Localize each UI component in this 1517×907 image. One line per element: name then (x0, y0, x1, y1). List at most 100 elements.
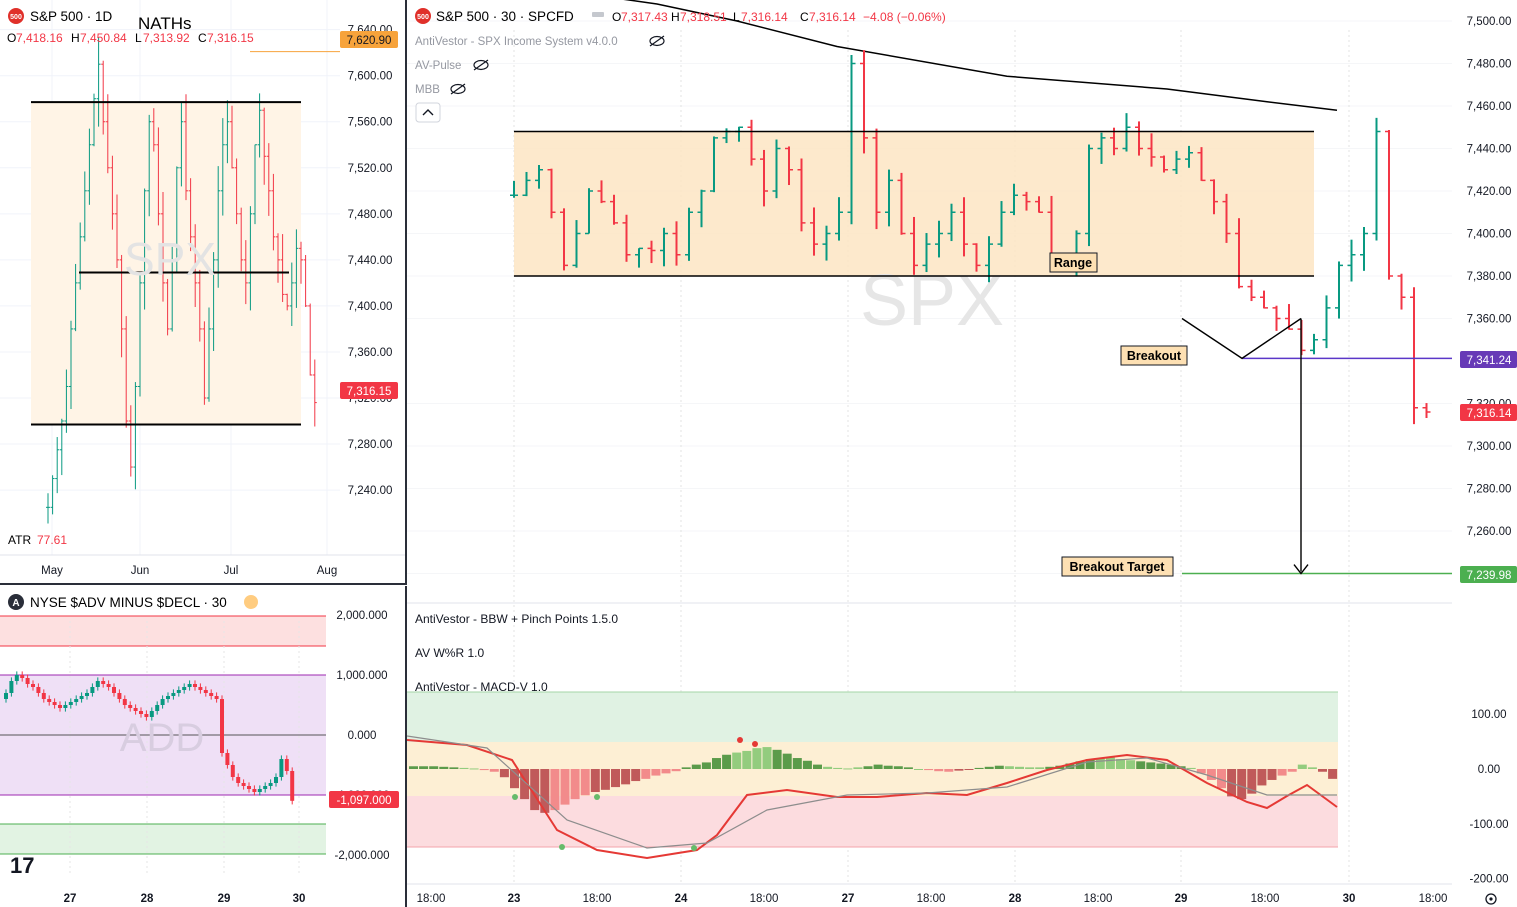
indicator-bbw[interactable]: AntiVestor - BBW + Pinch Points 1.5.0 (415, 612, 618, 626)
intraday-candle (835, 197, 843, 241)
macd-histogram-bar (570, 769, 580, 800)
macd-histogram-bar (590, 769, 600, 793)
ohlc-c-label: C (800, 10, 809, 24)
adv-candle (74, 695, 79, 706)
adv-candle (176, 686, 181, 697)
adv-decl-svg[interactable]: ADD 2,000.0001,000.0000.000-1,000.000-2,… (0, 586, 405, 907)
range-label-box (1049, 252, 1098, 273)
intraday-candle (1422, 403, 1431, 418)
adv-candle (47, 695, 52, 706)
adv-candle (257, 785, 262, 796)
daily-candle (248, 206, 253, 311)
tradingview-logo-icon[interactable]: 17 (10, 853, 34, 878)
chart-title[interactable]: S&P 500 · 30 · SPCFD (436, 9, 574, 24)
daily-candle (257, 93, 262, 158)
intraday-candle (910, 216, 918, 275)
price-badge-target (1460, 566, 1517, 583)
indicator-spx-income[interactable]: AntiVestor - SPX Income System v4.0.0 (415, 36, 618, 48)
macd-histogram-bar (1065, 763, 1075, 769)
adv-candle (274, 773, 278, 787)
x-tick-label: 27 (842, 893, 855, 905)
indicator-av-pulse[interactable]: AV-Pulse (415, 60, 461, 72)
adv-candle (31, 680, 35, 691)
x-tick-label: 27 (64, 893, 77, 905)
daily-candle (234, 158, 239, 225)
macd-histogram-bar (813, 764, 822, 769)
pinch-point-dot (737, 737, 743, 743)
intraday-chart-pane[interactable]: SPX 7,240.007,260.007,280.007,300.007,32… (407, 0, 1517, 907)
intraday-chart-svg[interactable]: SPX 7,240.007,260.007,280.007,300.007,32… (407, 0, 1517, 907)
daily-candle (50, 475, 55, 515)
intraday-candle (810, 207, 818, 256)
adv-candle (139, 707, 143, 718)
x-tick-label: 18:00 (417, 893, 446, 905)
x-tick-label: 18:00 (1251, 893, 1280, 905)
intraday-candle (897, 172, 906, 235)
daily-candle (151, 108, 156, 152)
macd-histogram-bar (1237, 769, 1247, 800)
eye-off-icon[interactable] (649, 35, 665, 47)
settings-gear-icon[interactable] (1485, 893, 1497, 905)
daily-chart-svg[interactable]: SPX 7,240.007,280.007,320.007,360.007,40… (0, 0, 405, 583)
macd-histogram-bar (530, 769, 540, 811)
x-tick-label: 18:00 (750, 893, 779, 905)
eye-off-icon[interactable] (473, 59, 489, 71)
intraday-candle (560, 208, 568, 271)
macd-zone-upper (407, 692, 1338, 742)
macd-histogram-bar (1297, 764, 1307, 769)
eye-off-icon[interactable] (450, 83, 466, 95)
daily-candle (82, 171, 87, 242)
daily-candle (179, 102, 184, 187)
macd-histogram-bar (409, 766, 418, 769)
macd-histogram-bar (1206, 769, 1216, 780)
indicator-wr[interactable]: AV W%R 1.0 (415, 646, 484, 660)
daily-candle (207, 307, 211, 402)
daily-candle (78, 222, 83, 290)
breakout-pattern-line (1181, 317, 1302, 360)
adv-decl-pane[interactable]: ADD 2,000.0001,000.0000.000-1,000.000-2,… (0, 586, 407, 907)
adv-candle (279, 755, 284, 781)
macd-histogram-bar (802, 760, 812, 769)
daily-candle (156, 127, 161, 226)
macd-histogram-bar (924, 769, 934, 771)
range-box (31, 102, 301, 425)
indicator-macdv[interactable]: AntiVestor - MACD-V 1.0 (415, 680, 548, 694)
intraday-candle (535, 164, 543, 189)
price-badge-last-text: 7,316.15 (347, 386, 392, 398)
y-tick-label: 7,440.00 (1467, 144, 1512, 156)
chart-title[interactable]: NYSE $ADV MINUS $DECL · 30 (30, 595, 227, 610)
intraday-candle (1147, 133, 1156, 167)
daily-candle (115, 194, 119, 268)
intraday-candle (797, 158, 806, 232)
daily-candle (184, 94, 188, 201)
daily-candle (170, 246, 175, 332)
adv-candle (236, 773, 241, 787)
macd-histogram-bar (1277, 769, 1287, 776)
intraday-candle (1035, 196, 1043, 213)
y-tick-label: 7,300.00 (1467, 441, 1512, 453)
daily-chart-pane[interactable]: SPX 7,240.007,280.007,320.007,360.007,40… (0, 0, 407, 585)
arrow-down-icon (1293, 564, 1309, 575)
chart-title[interactable]: S&P 500 · 1D (30, 9, 113, 24)
intraday-candle (922, 233, 931, 273)
daily-candle (289, 262, 294, 326)
y-tick-label: 7,500.00 (1467, 16, 1512, 28)
macd-histogram-bar (1186, 767, 1196, 769)
price-badge-breakout (1460, 351, 1517, 368)
intraday-candle (610, 194, 618, 225)
macd-histogram-bar (1166, 764, 1176, 769)
macd-histogram-bar (1196, 769, 1206, 774)
intraday-candle (1197, 147, 1206, 182)
macd-histogram-bar (1015, 766, 1024, 769)
macd-histogram-bar (1217, 769, 1226, 789)
indicator-mbb[interactable]: MBB (415, 84, 440, 96)
minus-icon[interactable] (592, 12, 604, 17)
collapse-legend-button[interactable] (415, 102, 441, 123)
macd-histogram-bar (712, 758, 721, 769)
macd-histogram-bar (1025, 767, 1035, 769)
daily-candle (128, 405, 133, 477)
y-tick-label: 7,460.00 (1467, 101, 1512, 113)
macd-histogram-bar (1307, 767, 1317, 769)
intraday-candle (760, 149, 768, 207)
sun-icon[interactable] (244, 595, 258, 609)
